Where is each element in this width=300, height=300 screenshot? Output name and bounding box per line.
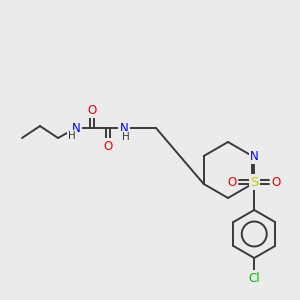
Text: N: N xyxy=(72,122,80,134)
Text: O: O xyxy=(272,176,281,188)
Text: O: O xyxy=(228,176,237,188)
Text: N: N xyxy=(250,149,259,163)
Text: O: O xyxy=(103,140,112,152)
Text: H: H xyxy=(68,131,76,141)
Text: N: N xyxy=(120,122,128,134)
Text: H: H xyxy=(122,132,130,142)
Text: Cl: Cl xyxy=(248,272,260,284)
Text: O: O xyxy=(87,103,97,116)
Text: S: S xyxy=(250,176,258,188)
